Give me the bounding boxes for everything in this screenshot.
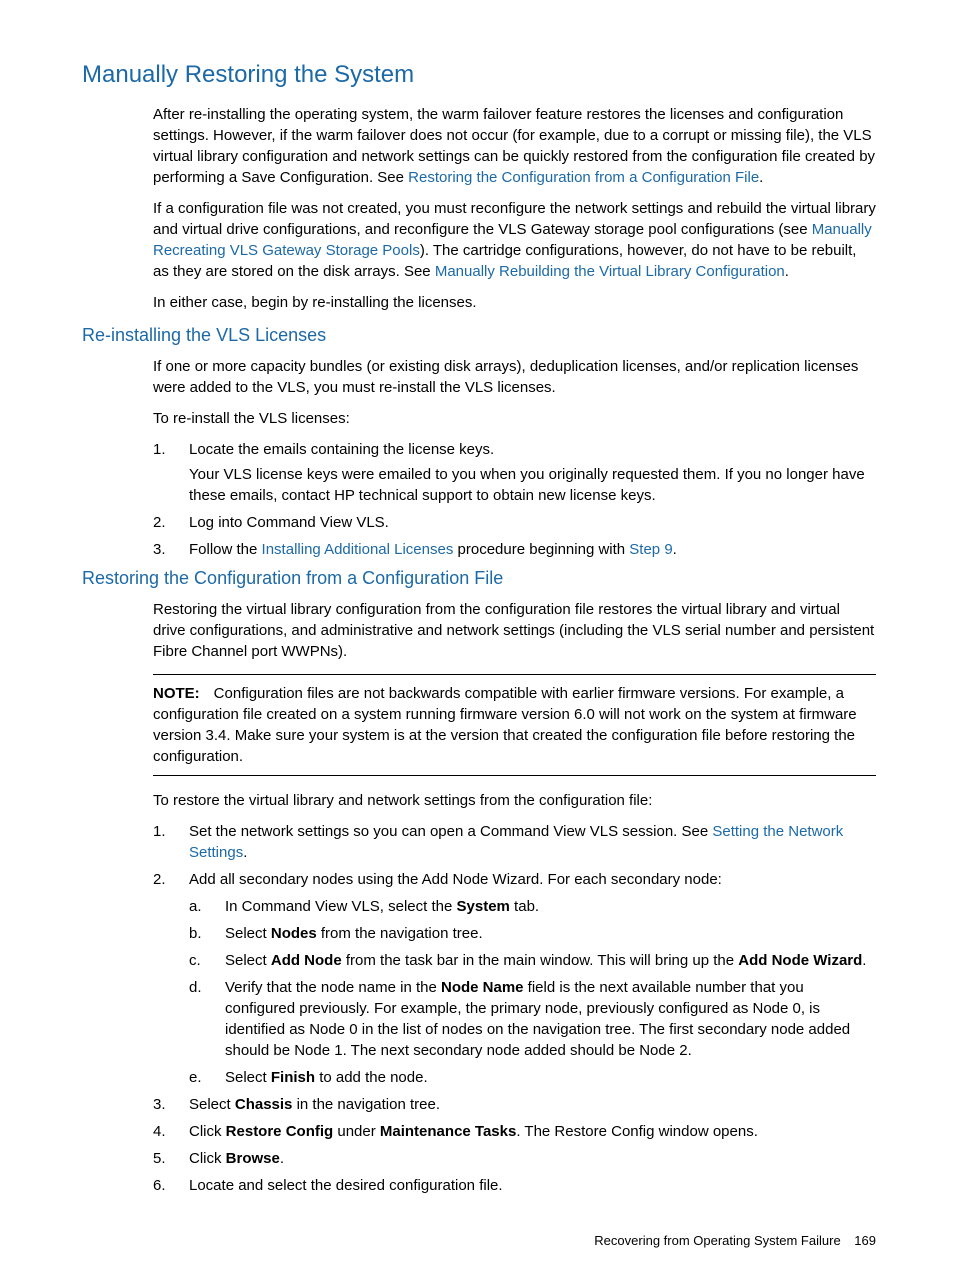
bold-text: Browse xyxy=(226,1150,280,1167)
bold-text: System xyxy=(457,898,510,915)
bold-text: Chassis xyxy=(235,1096,293,1113)
list-item: Select Chassis in the navigation tree. xyxy=(153,1094,876,1115)
list-item: Add all secondary nodes using the Add No… xyxy=(153,869,876,1088)
list-item: Select Nodes from the navigation tree. xyxy=(189,923,876,944)
text: Click xyxy=(189,1150,226,1167)
text: If a configuration file was not created,… xyxy=(153,200,876,238)
sec2-sublist: In Command View VLS, select the System t… xyxy=(189,896,876,1088)
page-number: 169 xyxy=(854,1233,876,1248)
list-item: Click Browse. xyxy=(153,1148,876,1169)
text: Follow the xyxy=(189,541,262,558)
sec1-list: Locate the emails containing the license… xyxy=(153,439,876,560)
list-item: Click Restore Config under Maintenance T… xyxy=(153,1121,876,1142)
text: Add all secondary nodes using the Add No… xyxy=(189,871,722,888)
bold-text: Nodes xyxy=(271,925,317,942)
text: Verify that the node name in the xyxy=(225,979,441,996)
text: . xyxy=(280,1150,284,1167)
text: from the task bar in the main window. Th… xyxy=(342,952,739,969)
list-item: Select Finish to add the node. xyxy=(189,1067,876,1088)
bold-text: Node Name xyxy=(441,979,524,996)
bold-text: Maintenance Tasks xyxy=(380,1123,516,1140)
intro-para-2: If a configuration file was not created,… xyxy=(153,198,876,282)
text: Select xyxy=(225,925,271,942)
section-reinstall: If one or more capacity bundles (or exis… xyxy=(153,356,876,560)
list-item: Locate and select the desired configurat… xyxy=(153,1175,876,1196)
intro-para-3: In either case, begin by re-installing t… xyxy=(153,292,876,313)
list-item: In Command View VLS, select the System t… xyxy=(189,896,876,917)
link-step-9[interactable]: Step 9 xyxy=(629,541,672,558)
intro-para-1: After re-installing the operating system… xyxy=(153,104,876,188)
text: Click xyxy=(189,1123,226,1140)
note-body: Configuration files are not backwards co… xyxy=(153,685,857,765)
text: . xyxy=(759,169,763,186)
text: Set the network settings so you can open… xyxy=(189,823,712,840)
list-item: Select Add Node from the task bar in the… xyxy=(189,950,876,971)
text: Locate the emails containing the license… xyxy=(189,441,494,458)
sec2-list: Set the network settings so you can open… xyxy=(153,821,876,1196)
intro-block: After re-installing the operating system… xyxy=(153,104,876,313)
text: Select xyxy=(225,952,271,969)
text: from the navigation tree. xyxy=(317,925,483,942)
bold-text: Add Node xyxy=(271,952,342,969)
text: tab. xyxy=(510,898,539,915)
sec2-para-2: To restore the virtual library and netwo… xyxy=(153,790,876,811)
sec1-para-2: To re-install the VLS licenses: xyxy=(153,408,876,429)
text: . xyxy=(243,844,247,861)
page-footer: Recovering from Operating System Failure… xyxy=(82,1232,876,1250)
list-item: Log into Command View VLS. xyxy=(153,512,876,533)
text: under xyxy=(333,1123,380,1140)
list-item: Set the network settings so you can open… xyxy=(153,821,876,863)
section-heading-restoring: Restoring the Configuration from a Confi… xyxy=(82,566,876,591)
text: . xyxy=(673,541,677,558)
sec2-para-1: Restoring the virtual library configurat… xyxy=(153,599,876,662)
note-label: NOTE: xyxy=(153,685,200,702)
text: . xyxy=(785,263,789,280)
text: Select xyxy=(189,1096,235,1113)
link-restoring-config[interactable]: Restoring the Configuration from a Confi… xyxy=(408,169,759,186)
note-box: NOTE:Configuration files are not backwar… xyxy=(153,674,876,776)
sec1-para-1: If one or more capacity bundles (or exis… xyxy=(153,356,876,398)
footer-text: Recovering from Operating System Failure xyxy=(594,1233,840,1248)
text: in the navigation tree. xyxy=(292,1096,440,1113)
text: In Command View VLS, select the xyxy=(225,898,457,915)
text: . xyxy=(862,952,866,969)
bold-text: Finish xyxy=(271,1069,315,1086)
text: to add the node. xyxy=(315,1069,428,1086)
bold-text: Restore Config xyxy=(226,1123,334,1140)
list-item: Verify that the node name in the Node Na… xyxy=(189,977,876,1061)
list-item: Locate the emails containing the license… xyxy=(153,439,876,506)
link-rebuilding-library[interactable]: Manually Rebuilding the Virtual Library … xyxy=(435,263,785,280)
page-heading: Manually Restoring the System xyxy=(82,58,876,92)
section-restoring: Restoring the virtual library configurat… xyxy=(153,599,876,1196)
list-item: Follow the Installing Additional License… xyxy=(153,539,876,560)
link-installing-licenses[interactable]: Installing Additional Licenses xyxy=(262,541,454,558)
text: . The Restore Config window opens. xyxy=(516,1123,758,1140)
bold-text: Add Node Wizard xyxy=(738,952,862,969)
text: procedure beginning with xyxy=(453,541,629,558)
text: Select xyxy=(225,1069,271,1086)
sub-para: Your VLS license keys were emailed to yo… xyxy=(189,464,876,506)
section-heading-reinstall: Re-installing the VLS Licenses xyxy=(82,323,876,348)
